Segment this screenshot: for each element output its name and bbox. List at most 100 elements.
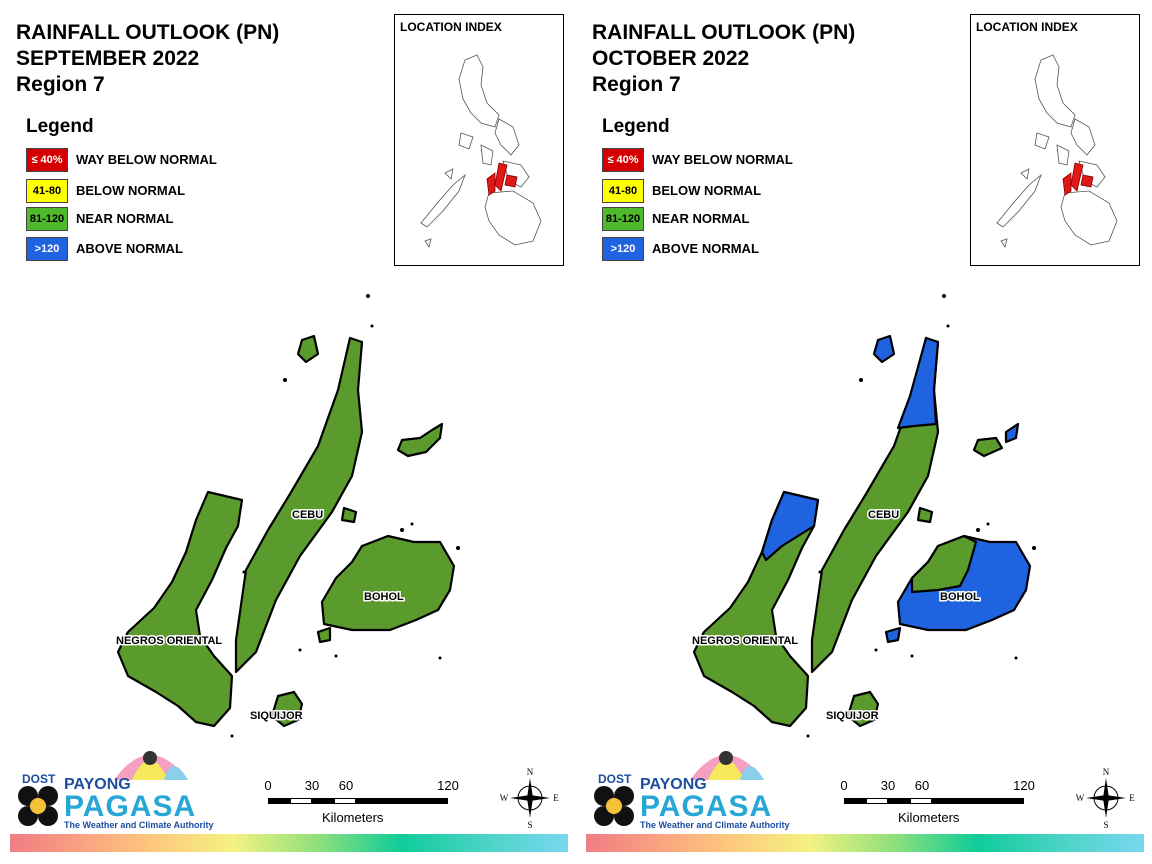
legend-label: BELOW NORMAL bbox=[652, 183, 762, 198]
svg-text:E: E bbox=[553, 793, 559, 803]
cebu-province bbox=[234, 336, 364, 674]
title-line-2: OCTOBER 2022 bbox=[592, 47, 750, 70]
svg-text:W: W bbox=[1076, 793, 1085, 803]
legend-title: Legend bbox=[26, 116, 94, 137]
title-line-2: SEPTEMBER 2022 bbox=[16, 47, 200, 70]
legend-label: BELOW NORMAL bbox=[76, 183, 186, 198]
payong-pagasa-logo: DOST PAYONG PAGASA The Weather and Clima… bbox=[14, 740, 214, 832]
svg-text:S: S bbox=[527, 820, 532, 830]
region-7-highlight bbox=[1062, 162, 1094, 196]
label-negros-oriental: NEGROS ORIENTAL bbox=[692, 635, 798, 647]
camotes-east-above-normal bbox=[1004, 422, 1020, 444]
legend-swatch: ≤ 40% bbox=[26, 148, 68, 172]
legend-title: Legend bbox=[602, 116, 670, 137]
scale-tick: 0 bbox=[264, 778, 272, 793]
scale-tick: 120 bbox=[437, 778, 459, 793]
scale-tick: 30 bbox=[304, 778, 320, 793]
legend-swatch: 81-120 bbox=[26, 207, 68, 231]
location-index-map: LOCATION INDEX bbox=[394, 14, 564, 266]
svg-text:N: N bbox=[527, 767, 534, 777]
scale-bar: 0 30 60 120 Kilometers bbox=[838, 778, 1038, 828]
compass-rose-icon: N S E W bbox=[500, 767, 560, 830]
camotes-islands bbox=[972, 436, 1004, 458]
legend-swatch: >120 bbox=[602, 237, 644, 261]
title-line-1: RAINFALL OUTLOOK (PN) bbox=[592, 21, 856, 44]
region-7-highlight bbox=[486, 162, 518, 196]
label-cebu: CEBU bbox=[868, 509, 899, 521]
region-7-map: CEBU BOHOL NEGROS ORIENTAL SIQUIJOR bbox=[115, 294, 460, 738]
tagline-text: The Weather and Climate Authority bbox=[64, 820, 214, 830]
payong-pagasa-logo: DOST PAYONG PAGASA The Weather and Clima… bbox=[590, 740, 790, 832]
philippines-outline bbox=[996, 54, 1118, 248]
siquijor-province bbox=[846, 690, 880, 728]
footer-gradient-bar bbox=[10, 834, 568, 852]
umbrella-icon bbox=[690, 751, 764, 780]
negros-oriental-province bbox=[116, 490, 244, 728]
legend-swatch: ≤ 40% bbox=[602, 148, 644, 172]
svg-text:N: N bbox=[1103, 767, 1110, 777]
legend-label: NEAR NORMAL bbox=[652, 211, 750, 226]
legend-label: WAY BELOW NORMAL bbox=[76, 152, 217, 167]
outlook-panel-october: RAINFALL OUTLOOK (PN) OCTOBER 2022 Regio… bbox=[576, 0, 1152, 864]
svg-text:W: W bbox=[500, 793, 509, 803]
siquijor-province bbox=[270, 690, 304, 728]
pagasa-text: PAGASA bbox=[640, 790, 773, 823]
label-siquijor: SIQUIJOR bbox=[250, 710, 303, 722]
outlook-panel-september: RAINFALL OUTLOOK (PN) SEPTEMBER 2022 Reg… bbox=[10, 14, 568, 852]
scale-bar: 0 30 60 120 Kilometers bbox=[262, 778, 462, 828]
label-cebu: CEBU bbox=[292, 509, 323, 521]
svg-text:E: E bbox=[1129, 793, 1135, 803]
label-siquijor: SIQUIJOR bbox=[826, 710, 879, 722]
scale-tick: 60 bbox=[914, 778, 930, 793]
dost-seal-icon bbox=[18, 786, 58, 826]
dost-text: DOST bbox=[598, 772, 632, 786]
cebu-north-above-normal bbox=[896, 336, 940, 430]
scale-tick: 0 bbox=[840, 778, 848, 793]
panel-title: RAINFALL OUTLOOK (PN) SEPTEMBER 2022 Reg… bbox=[16, 20, 279, 98]
bohol-province bbox=[320, 534, 456, 632]
footer-gradient-bar bbox=[586, 834, 1144, 852]
label-bohol: BOHOL bbox=[940, 591, 980, 603]
north-arrow: N S E W bbox=[500, 766, 560, 830]
philippines-outline bbox=[420, 54, 542, 248]
legend-swatch: 81-120 bbox=[602, 207, 644, 231]
location-index-title: LOCATION INDEX bbox=[400, 20, 502, 34]
north-arrow: N S E W bbox=[1076, 766, 1136, 830]
dost-text: DOST bbox=[22, 772, 56, 786]
title-line-1: RAINFALL OUTLOOK (PN) bbox=[16, 21, 280, 44]
bantayan-island bbox=[872, 334, 896, 364]
label-negros-oriental: NEGROS ORIENTAL bbox=[116, 635, 222, 647]
legend-swatch: 41-80 bbox=[26, 179, 68, 203]
scale-units: Kilometers bbox=[898, 810, 960, 825]
umbrella-icon bbox=[114, 751, 188, 780]
svg-text:S: S bbox=[1103, 820, 1108, 830]
payong-text: PAYONG bbox=[640, 776, 707, 793]
legend-label: ABOVE NORMAL bbox=[76, 241, 183, 256]
region-7-map: CEBU BOHOL NEGROS ORIENTAL SIQUIJOR bbox=[691, 294, 1036, 738]
pagasa-text: PAGASA bbox=[64, 790, 197, 823]
bantayan-island bbox=[296, 334, 320, 364]
bohol-northwest-near-normal bbox=[910, 534, 978, 594]
title-line-3: Region 7 bbox=[592, 73, 681, 96]
legend-swatch: >120 bbox=[26, 237, 68, 261]
location-index-map: LOCATION INDEX bbox=[970, 14, 1140, 266]
negros-oriental-province bbox=[692, 490, 820, 728]
location-index-title: LOCATION INDEX bbox=[976, 20, 1078, 34]
title-line-3: Region 7 bbox=[16, 73, 105, 96]
legend-label: ABOVE NORMAL bbox=[652, 241, 759, 256]
scale-tick: 30 bbox=[880, 778, 896, 793]
negros-north-above-normal bbox=[760, 490, 820, 562]
dost-seal-icon bbox=[594, 786, 634, 826]
camotes-islands bbox=[396, 422, 444, 458]
scale-tick: 60 bbox=[338, 778, 354, 793]
label-bohol: BOHOL bbox=[364, 591, 404, 603]
scale-tick: 120 bbox=[1013, 778, 1035, 793]
compass-rose-icon: N S E W bbox=[1076, 767, 1136, 830]
panel-title: RAINFALL OUTLOOK (PN) OCTOBER 2022 Regio… bbox=[592, 20, 855, 98]
payong-text: PAYONG bbox=[64, 776, 131, 793]
scale-units: Kilometers bbox=[322, 810, 384, 825]
tagline-text: The Weather and Climate Authority bbox=[640, 820, 790, 830]
legend-label: WAY BELOW NORMAL bbox=[652, 152, 793, 167]
legend-label: NEAR NORMAL bbox=[76, 211, 174, 226]
legend-swatch: 41-80 bbox=[602, 179, 644, 203]
